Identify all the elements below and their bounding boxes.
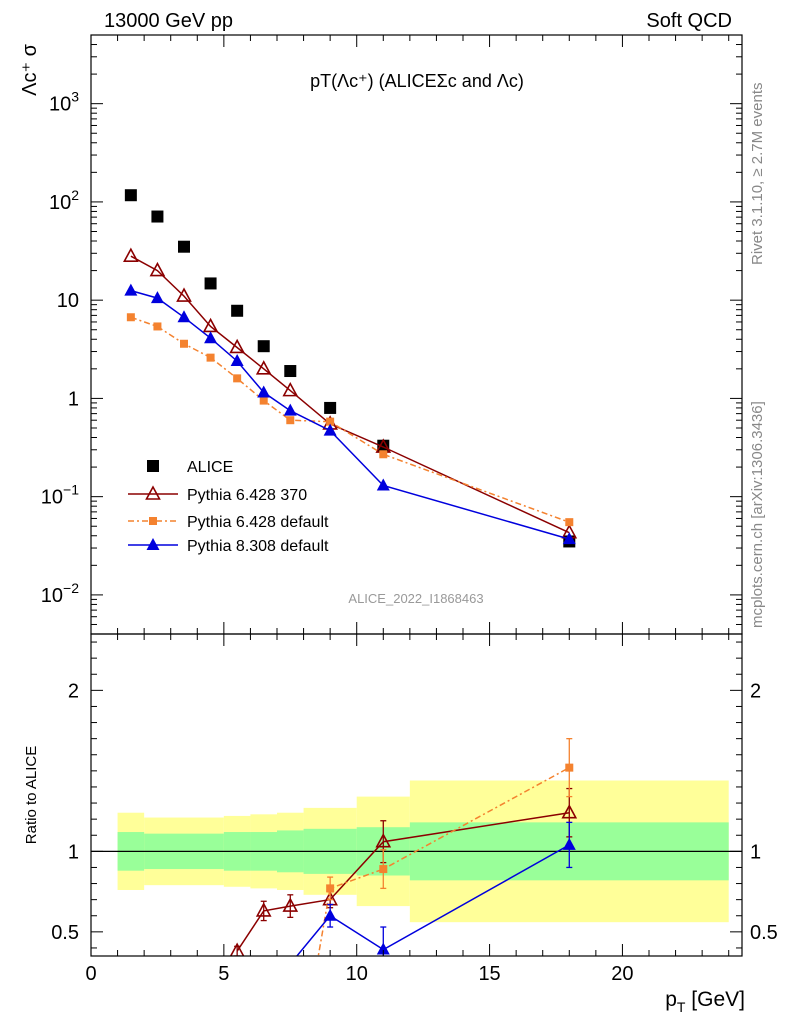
data-point [151, 210, 164, 223]
x-tick-label: 10 [346, 963, 368, 985]
data-point [257, 385, 271, 398]
data-point [230, 354, 244, 367]
y-tick-label: 0.5 [51, 922, 79, 944]
data-point [153, 322, 162, 331]
ratio-line [236, 811, 570, 952]
ratio-point [376, 942, 390, 955]
ratio-series-2 [295, 821, 576, 956]
data-point [150, 291, 164, 304]
x-tick-label: 15 [478, 963, 500, 985]
data-point [180, 339, 188, 348]
legend-label: Pythia 6.428 370 [187, 487, 307, 504]
data-point [326, 417, 335, 426]
y-tick-label-right: 0.5 [750, 922, 778, 944]
data-point [565, 518, 574, 527]
header-right: Soft QCD [646, 10, 732, 32]
y-tick-label: 1 [68, 388, 79, 410]
rivet-label: Rivet 3.1.10, ≥ 2.7M events [749, 83, 766, 266]
x-tick-label: 20 [611, 963, 633, 985]
data-point [124, 283, 138, 296]
ratio-panel: 0 5 10 15 20 0.5 0.5 1 1 2 2 [51, 633, 778, 985]
data-point [123, 247, 139, 263]
legend-marker [147, 460, 159, 472]
data-point [282, 381, 299, 397]
x-tick-label: 5 [218, 963, 229, 985]
y-tick-label: 10−2 [41, 580, 79, 607]
data-point [376, 478, 390, 491]
data-point [259, 396, 268, 405]
data-point [255, 360, 272, 375]
y-tick-label: 2 [68, 680, 79, 702]
top-panel: ALICE Pythia 6.428 370 Pythia 6.428 defaul… [41, 34, 743, 635]
ratio-point [565, 763, 574, 772]
data-point [204, 277, 217, 290]
y-tick-label: 102 [49, 187, 79, 214]
data-point [379, 450, 388, 459]
series-0 [124, 189, 576, 548]
data-point [204, 331, 218, 344]
ratio-plot-area [91, 738, 742, 956]
series-3 [124, 283, 576, 545]
ratio-frame [90, 633, 743, 957]
data-point [176, 287, 192, 302]
ratio-point [326, 884, 335, 893]
ratio-line [295, 844, 570, 956]
data-point [283, 403, 297, 416]
data-point [124, 189, 137, 202]
data-point [231, 304, 244, 317]
y-tick-label-right: 1 [750, 841, 761, 863]
data-point [324, 401, 337, 414]
series-line [130, 255, 570, 534]
legend-label: Pythia 6.428 default [187, 514, 329, 531]
y-tick-label: 10−1 [41, 482, 79, 509]
data-point [229, 338, 245, 354]
data-point [177, 310, 191, 323]
ratio-point [562, 837, 576, 850]
top-plot-area [123, 189, 578, 548]
legend: ALICE Pythia 6.428 370 Pythia 6.428 defaul… [128, 459, 329, 555]
series-line [130, 289, 570, 540]
y-tick-label-right: 2 [750, 680, 761, 702]
ratio-series-1 [317, 738, 574, 956]
y-axis-label-top: Λc⁺ σ [19, 43, 41, 95]
data-point [257, 340, 270, 353]
x-tick-label: 0 [85, 963, 96, 985]
data-point [178, 240, 190, 253]
ratio-point [561, 804, 578, 819]
mcplots-label: mcplots.cern.ch [arXiv:1306.3436] [749, 401, 766, 628]
data-point [149, 261, 166, 277]
legend-marker [145, 485, 161, 500]
data-point [126, 313, 135, 322]
ratio-point [282, 897, 299, 912]
header-left: 13000 GeV pp [104, 10, 233, 32]
y-axis-label-bottom: Ratio to ALICE [23, 746, 40, 844]
ratio-point [379, 865, 388, 874]
watermark-label: ALICE_2022_I1868463 [348, 591, 483, 606]
data-point [233, 374, 242, 383]
data-point [286, 416, 295, 425]
data-point [206, 353, 215, 362]
y-tick-label: 103 [49, 89, 79, 116]
legend-label: Pythia 8.308 default [187, 538, 329, 555]
legend-label: ALICE [187, 459, 233, 476]
ratio-line [317, 766, 570, 956]
ratio-point [323, 908, 337, 921]
data-point [562, 532, 576, 545]
ratio-point [255, 902, 272, 917]
y-tick-label: 1 [68, 841, 79, 863]
y-tick-label: 10 [57, 290, 79, 312]
ratio-point [375, 833, 392, 848]
legend-marker [146, 538, 160, 550]
ratio-point [229, 942, 245, 956]
series-2 [126, 313, 574, 527]
legend-marker [149, 517, 157, 525]
data-point [323, 423, 337, 436]
series-line [130, 316, 570, 523]
chart-title: pT(Λc⁺) (ALICEΣc and Λc) [310, 71, 524, 91]
x-axis-label: pT [GeV] [665, 988, 745, 1015]
data-point [284, 365, 297, 378]
